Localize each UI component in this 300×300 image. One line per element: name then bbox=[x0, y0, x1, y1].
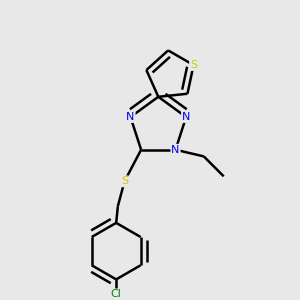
Text: N: N bbox=[126, 112, 135, 122]
Text: Cl: Cl bbox=[111, 290, 122, 299]
Text: S: S bbox=[121, 176, 128, 186]
Text: N: N bbox=[171, 145, 180, 155]
Text: N: N bbox=[182, 112, 190, 122]
Text: S: S bbox=[190, 60, 197, 70]
